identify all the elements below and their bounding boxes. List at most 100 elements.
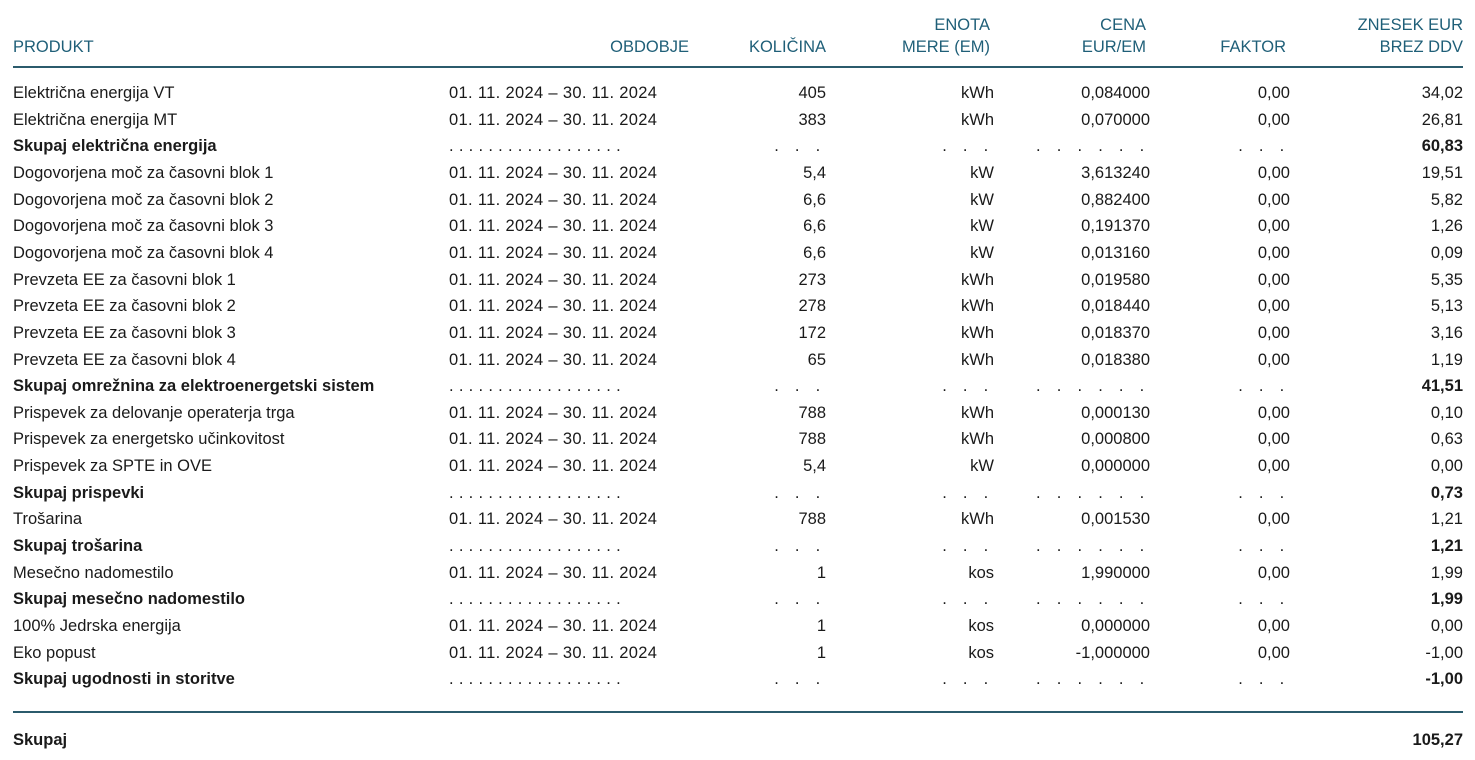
cell-obdobje: . . . . . . . . . . . . . . . . . . bbox=[449, 537, 621, 556]
header-kolicina: KOLIČINA bbox=[748, 38, 826, 56]
cell-enota: kWh bbox=[961, 270, 994, 289]
cell-faktor: 0,00 bbox=[1257, 190, 1290, 209]
cell-kolicina: 273 bbox=[798, 270, 826, 289]
cell-enota: kWh bbox=[961, 84, 994, 102]
cell-obdobje: 01. 11. 2024 – 30. 11. 2024 bbox=[449, 617, 658, 635]
cell-enota: kos bbox=[968, 643, 994, 662]
cell-obdobje: 01. 11. 2024 – 30. 11. 2024 bbox=[449, 84, 658, 102]
cell-faktor: 0,00 bbox=[1257, 110, 1290, 129]
header-cena-line1: CENA bbox=[1100, 16, 1146, 34]
cell-znesek: 60,83 bbox=[1421, 137, 1463, 156]
header-znesek-line1: ZNESEK EUR bbox=[1357, 16, 1463, 34]
cell-cena: . . . . . . bbox=[1036, 590, 1150, 609]
cell-cena: 0,191370 bbox=[1081, 217, 1150, 236]
subtotal-row: Skupaj prispevki . . . . . . . . . . . . … bbox=[13, 480, 1463, 507]
cell-cena: 0,018380 bbox=[1081, 350, 1150, 369]
cell-kolicina: 1 bbox=[816, 563, 826, 582]
cell-kolicina: 383 bbox=[798, 110, 826, 129]
cell-kolicina: 6,6 bbox=[803, 243, 826, 262]
cell-faktor: 0,00 bbox=[1257, 84, 1290, 102]
cell-faktor: . . . bbox=[1238, 537, 1290, 556]
cell-kolicina: 1 bbox=[816, 617, 826, 635]
header-faktor: FAKTOR bbox=[1220, 38, 1286, 56]
cell-enota: kWh bbox=[961, 403, 994, 422]
cell-znesek: -1,00 bbox=[1425, 670, 1463, 689]
table-row: Prispevek za delovanje operaterja trga 01… bbox=[13, 400, 1463, 427]
cell-znesek: 34,02 bbox=[1421, 84, 1463, 102]
cell-enota: kos bbox=[968, 563, 994, 582]
cell-kolicina: 788 bbox=[798, 430, 826, 449]
table-row: Dogovorjena moč za časovni blok 4 01. 11.… bbox=[13, 240, 1463, 267]
cell-znesek: 3,16 bbox=[1430, 323, 1463, 342]
cell-faktor: 0,00 bbox=[1257, 323, 1290, 342]
cell-kolicina: 405 bbox=[798, 84, 826, 102]
cell-obdobje: 01. 11. 2024 – 30. 11. 2024 bbox=[449, 643, 658, 662]
cell-faktor: 0,00 bbox=[1257, 643, 1290, 662]
cell-enota: kW bbox=[970, 457, 994, 476]
table-row: Prevzeta EE za časovni blok 4 01. 11. 202… bbox=[13, 347, 1463, 374]
cell-produkt: Prevzeta EE za časovni blok 1 bbox=[13, 270, 236, 289]
cell-obdobje: . . . . . . . . . . . . . . . . . . bbox=[449, 670, 621, 689]
subtotal-row: Skupaj trošarina . . . . . . . . . . . . … bbox=[13, 533, 1463, 560]
header-divider bbox=[13, 66, 1463, 68]
cell-kolicina: 788 bbox=[798, 403, 826, 422]
cell-faktor: 0,00 bbox=[1257, 430, 1290, 449]
cell-enota: kWh bbox=[961, 430, 994, 449]
table-row: Dogovorjena moč za časovni blok 1 01. 11.… bbox=[13, 160, 1463, 187]
header-cena: CENA EUR/EM bbox=[1082, 14, 1146, 58]
subtotal-row: Skupaj električna energija . . . . . . . … bbox=[13, 133, 1463, 160]
cell-znesek: 19,51 bbox=[1421, 163, 1463, 182]
cell-faktor: 0,00 bbox=[1257, 563, 1290, 582]
cell-enota: kW bbox=[970, 217, 994, 236]
cell-znesek: 1,21 bbox=[1430, 510, 1463, 529]
cell-kolicina: 1 bbox=[816, 643, 826, 662]
cell-znesek: 0,00 bbox=[1430, 617, 1463, 635]
header-obdobje: OBDOBJE bbox=[610, 38, 689, 56]
cell-enota: . . . bbox=[942, 537, 994, 556]
cell-enota: . . . bbox=[942, 377, 994, 396]
cell-kolicina: . . . bbox=[774, 377, 826, 396]
subtotal-row: Skupaj omrežnina za elektroenergetski si… bbox=[13, 373, 1463, 400]
cell-enota: kWh bbox=[961, 110, 994, 129]
cell-cena: 3,613240 bbox=[1081, 163, 1150, 182]
cell-obdobje: . . . . . . . . . . . . . . . . . . bbox=[449, 483, 621, 502]
cell-enota: . . . bbox=[942, 137, 994, 156]
cell-cena: 0,882400 bbox=[1081, 190, 1150, 209]
cell-znesek: 26,81 bbox=[1421, 110, 1463, 129]
total-divider bbox=[13, 711, 1463, 713]
cell-obdobje: 01. 11. 2024 – 30. 11. 2024 bbox=[449, 323, 658, 342]
cell-enota: kW bbox=[970, 190, 994, 209]
cell-produkt: Prevzeta EE za časovni blok 4 bbox=[13, 350, 236, 369]
cell-faktor: . . . bbox=[1238, 483, 1290, 502]
cell-kolicina: 278 bbox=[798, 297, 826, 316]
cell-znesek: 1,99 bbox=[1430, 563, 1463, 582]
invoice-table: PRODUKT OBDOBJE KOLIČINA ENOTA MERE (EM)… bbox=[13, 0, 1463, 749]
cell-enota: kW bbox=[970, 163, 994, 182]
cell-produkt: Prispevek za energetsko učinkovitost bbox=[13, 430, 285, 449]
cell-cena: 0,018440 bbox=[1081, 297, 1150, 316]
cell-obdobje: . . . . . . . . . . . . . . . . . . bbox=[449, 590, 621, 609]
cell-cena: 0,019580 bbox=[1081, 270, 1150, 289]
cell-enota: kos bbox=[968, 617, 994, 635]
cell-faktor: . . . bbox=[1238, 137, 1290, 156]
cell-kolicina: . . . bbox=[774, 590, 826, 609]
cell-znesek: 0,73 bbox=[1430, 483, 1463, 502]
table-row: Prevzeta EE za časovni blok 2 01. 11. 202… bbox=[13, 293, 1463, 320]
cell-znesek: 5,35 bbox=[1430, 270, 1463, 289]
cell-produkt: Skupaj prispevki bbox=[13, 483, 145, 502]
table-row: Prispevek za energetsko učinkovitost 01. … bbox=[13, 426, 1463, 453]
total-label: Skupaj bbox=[13, 731, 68, 749]
cell-enota: . . . bbox=[942, 590, 994, 609]
cell-produkt: Eko popust bbox=[13, 643, 96, 662]
table-row: 100% Jedrska energija 01. 11. 2024 – 30. … bbox=[13, 613, 1463, 640]
header-enota-line2: MERE (EM) bbox=[902, 38, 990, 56]
cell-obdobje: 01. 11. 2024 – 30. 11. 2024 bbox=[449, 350, 658, 369]
cell-obdobje: 01. 11. 2024 – 30. 11. 2024 bbox=[449, 190, 658, 209]
cell-cena: 0,000000 bbox=[1081, 617, 1150, 635]
cell-produkt: Trošarina bbox=[13, 510, 83, 529]
cell-znesek: 5,82 bbox=[1430, 190, 1463, 209]
cell-znesek: 1,19 bbox=[1430, 350, 1463, 369]
cell-produkt: Prispevek za SPTE in OVE bbox=[13, 457, 212, 476]
cell-obdobje: 01. 11. 2024 – 30. 11. 2024 bbox=[449, 163, 658, 182]
cell-znesek: 0,09 bbox=[1430, 243, 1463, 262]
